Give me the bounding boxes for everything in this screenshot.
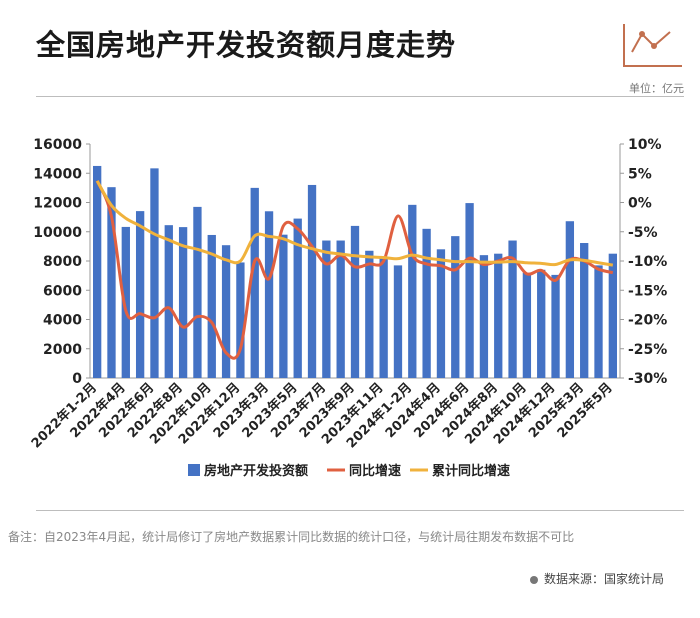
y-left-tick-label: 16000 (33, 137, 82, 153)
yoy-growth-line (95, 180, 614, 360)
investment-chart: 0 2000 4000 6000 8000 10000 12000 14000 16000 -30… (28, 137, 667, 479)
y-left-tick-label: 14000 (33, 166, 82, 182)
source-label: 数据来源：国家统计局 (529, 570, 664, 587)
bar (565, 221, 575, 378)
bar (479, 255, 489, 378)
bar (350, 225, 360, 378)
y-right-tick-label: -10% (628, 254, 667, 270)
legend-label: 房地产开发投资额 (204, 463, 308, 479)
source-text: 数据来源：国家统计局 (543, 572, 664, 586)
bar (250, 187, 259, 378)
line-chart-icon (623, 24, 682, 67)
y-left-tick-label: 4000 (43, 313, 82, 329)
bullet-icon (529, 575, 538, 584)
legend-label: 同比增速 (349, 463, 401, 479)
bar (150, 168, 159, 378)
bar (221, 245, 231, 378)
footer-divider (36, 510, 684, 511)
y-right-tick-label: -20% (628, 313, 667, 329)
bar (236, 262, 245, 378)
bar (451, 236, 460, 378)
bar (107, 187, 116, 378)
cumulative-growth-line (95, 180, 614, 267)
y-left-tick-label: 12000 (33, 196, 82, 212)
bar (307, 184, 317, 378)
y-right-tick-label: 0% (628, 196, 652, 212)
bar (508, 240, 517, 378)
bar (207, 234, 216, 378)
bar (494, 253, 503, 378)
y-left-tick-label: 6000 (43, 283, 82, 299)
y-right-tick-label: -5% (628, 225, 658, 241)
bar (580, 243, 589, 378)
bar (336, 240, 345, 378)
header-divider (36, 96, 684, 97)
bar (135, 211, 145, 378)
bar (322, 240, 331, 378)
bar (422, 228, 431, 378)
y-left-tick-label: 8000 (43, 254, 82, 270)
bar (193, 206, 202, 378)
bar (594, 265, 603, 378)
bar (178, 227, 188, 378)
bar (264, 211, 274, 378)
footnote: 备注：自2023年4月起，统计局修订了房地产数据累计同比数据的统计口径，与统计局… (8, 530, 575, 544)
bar (393, 265, 403, 378)
bar (537, 269, 546, 378)
y-right-tick-label: 10% (628, 137, 662, 153)
y-left-tick-label: 10000 (33, 225, 82, 241)
bar (293, 218, 302, 378)
bar (608, 253, 617, 378)
bar (465, 203, 474, 378)
bar (121, 226, 130, 378)
y-left-tick-label: 2000 (43, 342, 82, 358)
line-series (95, 180, 614, 360)
bar (408, 204, 417, 378)
y-right-tick-label: 5% (628, 166, 652, 182)
y-right-tick-label: -30% (628, 371, 667, 387)
y-right-tick-label: -25% (628, 342, 667, 358)
legend-swatch (188, 464, 200, 476)
bar (522, 272, 532, 378)
bar (436, 249, 446, 378)
unit-label: 单位：亿元 (629, 82, 684, 95)
page-title: 全国房地产开发投资额月度走势 (36, 28, 457, 62)
y-right-tick-label: -15% (628, 283, 667, 299)
bar (551, 274, 560, 378)
chart-legend: 房地产开发投资额 同比增速 累计同比增速 (188, 463, 510, 479)
bar (379, 256, 388, 378)
bar (279, 234, 288, 378)
bar (164, 225, 173, 378)
legend-label: 累计同比增速 (432, 463, 510, 479)
y-left-tick-label: 0 (72, 371, 82, 387)
bar-series (93, 165, 617, 378)
bar (365, 250, 374, 378)
bar (93, 165, 102, 378)
